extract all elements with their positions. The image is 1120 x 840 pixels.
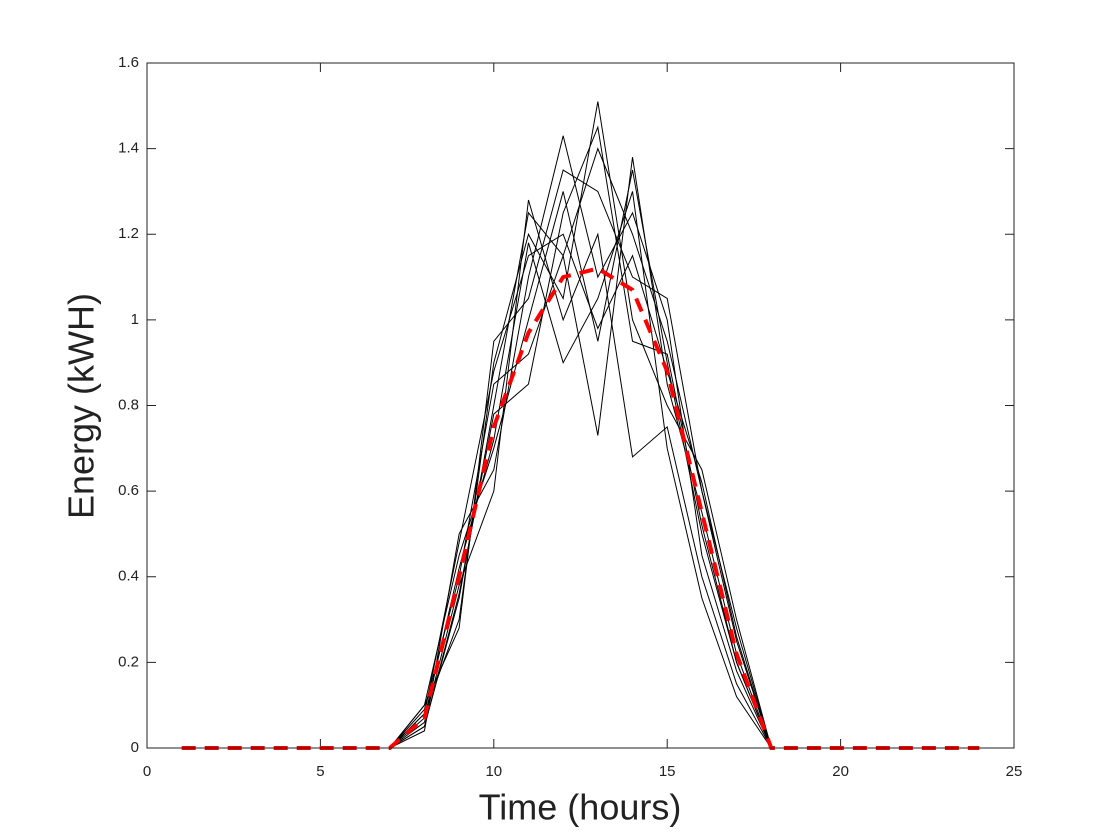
y-tick-label: 0.4 — [118, 568, 139, 585]
x-tick-label: 10 — [485, 763, 502, 780]
x-tick-label: 25 — [1006, 763, 1023, 780]
x-axis-label: Time (hours) — [479, 787, 682, 828]
plot-frame — [146, 62, 1015, 749]
y-tick-label: 1.4 — [118, 140, 139, 157]
y-tick-label: 0.2 — [118, 653, 139, 670]
y-tick-label: 0.6 — [118, 482, 139, 499]
y-tick-label: 1 — [131, 311, 139, 328]
mean-line — [181, 266, 980, 750]
y-tick-label: 0 — [131, 739, 139, 756]
y-tick-label: 1.2 — [118, 225, 139, 242]
x-tick-label: 5 — [316, 763, 324, 780]
y-tick-label: 0.8 — [118, 396, 139, 413]
x-tick-label: 20 — [832, 763, 849, 780]
x-tick-label: 0 — [143, 763, 151, 780]
plot-area — [147, 63, 1014, 748]
y-tick-label: 1.6 — [118, 54, 139, 71]
y-axis-label: Energy (kWH) — [61, 293, 102, 519]
x-tick-label: 15 — [659, 763, 676, 780]
